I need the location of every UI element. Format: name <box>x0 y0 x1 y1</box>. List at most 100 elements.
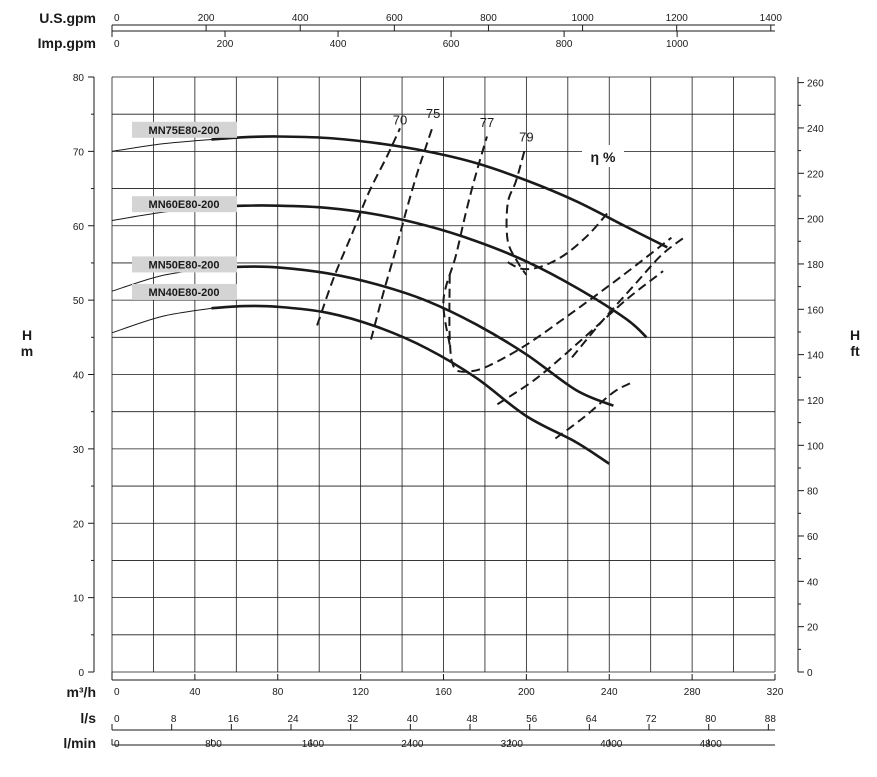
right-axis-tick-label: 180 <box>807 260 824 271</box>
left-axis-tick-label: 70 <box>73 147 85 158</box>
ls-axis-tick-label: 32 <box>347 714 359 725</box>
model-label: MN50E80-200 <box>149 259 220 271</box>
efficiency-curve-77 <box>442 136 488 345</box>
impgpm-axis-unit: Imp.gpm <box>38 35 96 51</box>
ls-axis-tick-label: 88 <box>765 714 777 725</box>
series-layer <box>111 135 668 465</box>
efficiency-label-bg <box>582 145 624 167</box>
ls-axis-tick-label: 80 <box>705 714 717 725</box>
model-label-box <box>132 283 237 300</box>
efficiency-label: 70 <box>393 113 407 128</box>
ls-axis-tick-label: 16 <box>228 714 240 725</box>
impgpm-axis-tick-label: 800 <box>556 39 573 50</box>
usgpm-axis-tick-label: 1200 <box>666 13 689 24</box>
lmin-axis-unit: l/min <box>63 735 96 751</box>
left-axis-tick-label: 50 <box>73 296 85 307</box>
ls-axis-unit: l/s <box>80 710 96 726</box>
m3h-axis-tick-label: 160 <box>435 687 452 698</box>
efficiency-layer <box>316 124 685 440</box>
ls-axis-tick-label: 40 <box>407 714 419 725</box>
left-axis-label-bottom: m <box>21 343 33 359</box>
right-axis-tick-label: 220 <box>807 169 824 180</box>
usgpm-axis-tick-label: 600 <box>386 13 403 24</box>
label-layer: MN75E80-200 MN60E80-200 MN50E80-200 MN40E80… <box>132 106 624 300</box>
lmin-axis-tick-label: 1600 <box>302 739 325 750</box>
usgpm-axis-tick-label: 800 <box>480 13 497 24</box>
right-axis-tick-label: 60 <box>807 532 819 543</box>
pump-curve-MN60E80-200 <box>211 204 648 339</box>
model-label: MN40E80-200 <box>149 287 220 299</box>
right-axis-tick-label: 120 <box>807 396 824 407</box>
lmin-axis-tick-label: 2400 <box>401 739 424 750</box>
left-axis-tick-label: 40 <box>73 371 85 382</box>
efficiency-curve-branch <box>448 236 673 373</box>
efficiency-label: 75 <box>426 106 440 121</box>
pump-curve-MN75E80-200 <box>211 135 668 249</box>
efficiency-label: 79 <box>519 130 533 145</box>
right-axis-label-top: H <box>850 327 860 343</box>
impgpm-axis-tick-label: 600 <box>443 39 460 50</box>
usgpm-axis-tick-label: 0 <box>114 13 120 24</box>
right-axis-tick-label: 100 <box>807 441 824 452</box>
lmin-axis-tick-label: 800 <box>205 739 222 750</box>
model-label-box <box>132 196 237 213</box>
ls-axis-tick-label: 0 <box>114 714 120 725</box>
left-axis-tick-label: 0 <box>78 668 84 679</box>
usgpm-axis-tick-label: 200 <box>198 13 215 24</box>
ls-axis-tick-label: 72 <box>645 714 657 725</box>
m3h-axis-tick-label: 280 <box>684 687 701 698</box>
m3h-axis-tick-label: 120 <box>352 687 369 698</box>
model-label-box <box>132 121 237 138</box>
ls-axis-tick-label: 8 <box>171 714 177 725</box>
impgpm-axis-tick-label: 400 <box>330 39 347 50</box>
left-axis-tick-label: 20 <box>73 519 85 530</box>
efficiency-curve-70 <box>316 127 401 326</box>
right-axis-tick-label: 240 <box>807 124 824 135</box>
usgpm-axis-tick-label: 1400 <box>760 13 783 24</box>
impgpm-axis-tick-label: 1000 <box>666 39 689 50</box>
ls-axis-tick-label: 24 <box>287 714 299 725</box>
right-axis-tick-label: 140 <box>807 351 824 362</box>
right-axis-tick-label: 80 <box>807 487 819 498</box>
m3h-axis-tick-label: 80 <box>272 687 284 698</box>
right-axis-tick-label: 20 <box>807 623 819 634</box>
efficiency-curve-branch <box>496 270 664 406</box>
efficiency-curve-75 <box>370 124 435 340</box>
grid-layer <box>111 76 776 673</box>
lmin-axis-tick-label: 4000 <box>600 739 623 750</box>
left-axis-tick-label: 10 <box>73 594 85 605</box>
axes-layer: 01020304050607080Hm020406080100120140160… <box>21 10 860 751</box>
right-axis-tick-label: 160 <box>807 305 824 316</box>
right-axis-tick-label: 260 <box>807 79 824 90</box>
impgpm-axis-tick-label: 0 <box>114 39 120 50</box>
efficiency-curve-79 <box>505 151 528 276</box>
efficiency-title: η % <box>591 149 616 165</box>
pump-curve-thin-MN40E80-200 <box>111 307 212 334</box>
pump-curve-MN50E80-200 <box>211 265 614 407</box>
m3h-axis-unit: m³/h <box>66 684 96 700</box>
usgpm-axis-unit: U.S.gpm <box>39 10 96 26</box>
model-label: MN75E80-200 <box>149 125 220 137</box>
lmin-axis-tick-label: 4800 <box>700 739 723 750</box>
pump-curve-MN40E80-200 <box>211 304 611 465</box>
efficiency-curve-branch <box>507 210 611 271</box>
usgpm-axis-tick-label: 1000 <box>571 13 594 24</box>
m3h-axis-tick-label: 320 <box>767 687 784 698</box>
ls-axis-tick-label: 64 <box>586 714 598 725</box>
left-axis-tick-label: 30 <box>73 445 85 456</box>
lmin-axis-tick-label: 0 <box>114 739 120 750</box>
lmin-axis-tick-label: 3200 <box>501 739 524 750</box>
left-axis-tick-label: 80 <box>73 73 85 84</box>
efficiency-curve-branch <box>571 236 685 359</box>
right-axis-tick-label: 0 <box>807 668 813 679</box>
model-label: MN60E80-200 <box>149 199 220 211</box>
pump-curve-thin-MN75E80-200 <box>111 139 212 152</box>
m3h-axis-tick-label: 0 <box>114 687 120 698</box>
right-axis-tick-label: 40 <box>807 577 819 588</box>
ls-axis-tick-label: 56 <box>526 714 538 725</box>
m3h-axis-tick-label: 240 <box>601 687 618 698</box>
right-axis-tick-label: 200 <box>807 215 824 226</box>
m3h-axis-tick-label: 200 <box>518 687 535 698</box>
